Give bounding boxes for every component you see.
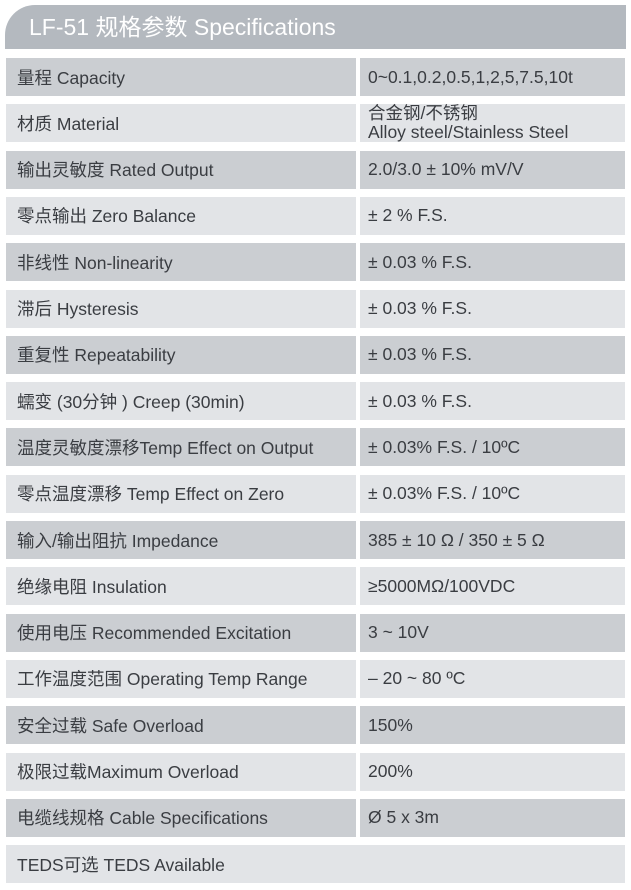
spec-value: ± 0.03 % F.S.: [360, 243, 625, 282]
spec-value-line: Alloy steel/Stainless Steel: [368, 122, 569, 143]
spec-label: 极限过载Maximum Overload: [6, 752, 356, 791]
spec-label: 蠕变 (30分钟 ) Creep (30min): [6, 382, 356, 421]
spec-label: 量程 Capacity: [6, 58, 356, 96]
spec-value-line: ± 0.03 % F.S.: [368, 298, 472, 318]
spec-value-line: ± 2 % F.S.: [368, 205, 448, 226]
spec-value-line: Ø 5 x 3m: [368, 807, 439, 828]
spec-value-line: ± 0.03% F.S. / 10ºC: [368, 483, 521, 504]
spec-value: – 20 ~ 80 ºC: [360, 659, 625, 698]
spec-label: 非线性 Non-linearity: [6, 243, 356, 282]
spec-row: 使用电压 Recommended Excitation 3 ~ 10V: [6, 613, 625, 652]
spec-label: 安全过载 Safe Overload: [6, 706, 356, 745]
spec-row: 材质 Material 合金钢/不锈钢 Alloy steel/Stainless …: [6, 103, 625, 143]
spec-value: 385 ± 10 Ω / 350 ± 5 Ω: [360, 521, 625, 559]
spec-label: 绝缘电阻 Insulation: [6, 567, 356, 606]
spec-value-line: ± 0.03 % F.S.: [368, 344, 472, 365]
spec-row: 极限过载Maximum Overload 200%: [6, 752, 625, 791]
spec-label: 滞后 Hysteresis: [6, 289, 356, 328]
spec-value: ± 0.03 % F.S.: [360, 382, 625, 421]
spec-value: ± 0.03 % F.S.: [360, 289, 625, 328]
spec-value-line: 3 ~ 10V: [368, 622, 429, 643]
spec-row: 滞后 Hysteresis ± 0.03 % F.S.: [6, 289, 625, 328]
spec-label: 输入/输出阻抗 Impedance: [6, 521, 356, 559]
spec-value-line: 150%: [368, 714, 413, 735]
teds-row: TEDS可选 TEDS Available: [6, 845, 625, 884]
spec-label: 工作温度范围 Operating Temp Range: [6, 659, 356, 698]
spec-row: 重复性 Repeatability ± 0.03 % F.S.: [6, 335, 625, 374]
spec-label: 使用电压 Recommended Excitation: [6, 613, 356, 652]
spec-row: 电缆线规格 Cable Specifications Ø 5 x 3m: [6, 798, 625, 837]
spec-value: Ø 5 x 3m: [360, 798, 625, 837]
spec-value-line: 合金钢/不锈钢: [368, 103, 478, 124]
spec-value-line: – 20 ~ 80 ºC: [368, 668, 466, 689]
spec-value: ≥5000MΩ/100VDC: [360, 567, 625, 606]
spec-row: 零点温度漂移 Temp Effect on Zero ± 0.03% F.S. /…: [6, 474, 625, 513]
spec-row: 温度灵敏度漂移Temp Effect on Output ± 0.03% F.S.…: [6, 428, 625, 467]
spec-value-line: 2.0/3.0 ± 10% mV/V: [368, 159, 524, 180]
spec-row: 输入/输出阻抗 Impedance 385 ± 10 Ω / 350 ± 5 Ω: [6, 521, 625, 559]
spec-label: 零点输出 Zero Balance: [6, 196, 356, 235]
spec-value-line: 385 ± 10 Ω / 350 ± 5 Ω: [368, 529, 545, 550]
spec-value: ± 0.03 % F.S.: [360, 335, 625, 374]
spec-label: 输出灵敏度 Rated Output: [6, 150, 356, 189]
spec-row: 量程 Capacity 0~0.1,0.2,0.5,1,2,5,7.5,10t: [6, 58, 625, 96]
spec-value-line: 0~0.1,0.2,0.5,1,2,5,7.5,10t: [368, 66, 573, 87]
spec-row: 非线性 Non-linearity ± 0.03 % F.S.: [6, 243, 625, 282]
spec-value-line: ± 0.03% F.S. / 10ºC: [368, 436, 521, 457]
spec-value-line: ≥5000MΩ/100VDC: [368, 575, 516, 596]
spec-value: ± 0.03% F.S. / 10ºC: [360, 474, 625, 513]
spec-value: 合金钢/不锈钢 Alloy steel/Stainless Steel: [360, 103, 625, 143]
spec-row: 工作温度范围 Operating Temp Range – 20 ~ 80 ºC: [6, 659, 625, 698]
spec-value: ± 0.03% F.S. / 10ºC: [360, 428, 625, 467]
spec-value-line: ± 0.03 % F.S.: [368, 390, 472, 411]
spec-label: 零点温度漂移 Temp Effect on Zero: [6, 474, 356, 513]
spec-title: LF-51 规格参数 Specifications: [5, 5, 626, 49]
spec-value: ± 2 % F.S.: [360, 196, 625, 235]
spec-label: 重复性 Repeatability: [6, 335, 356, 374]
spec-value: 3 ~ 10V: [360, 613, 625, 652]
spec-value-line: ± 0.03 % F.S.: [368, 251, 472, 272]
spec-row: 安全过载 Safe Overload 150%: [6, 706, 625, 745]
spec-row: 零点输出 Zero Balance ± 2 % F.S.: [6, 196, 625, 235]
spec-value: 200%: [360, 752, 625, 791]
spec-row: 绝缘电阻 Insulation ≥5000MΩ/100VDC: [6, 567, 625, 606]
spec-value: 0~0.1,0.2,0.5,1,2,5,7.5,10t: [360, 58, 625, 96]
spec-row: 输出灵敏度 Rated Output 2.0/3.0 ± 10% mV/V: [6, 150, 625, 189]
spec-value: 2.0/3.0 ± 10% mV/V: [360, 150, 625, 189]
spec-label: 材质 Material: [6, 104, 356, 143]
teds-label: TEDS可选 TEDS Available: [6, 845, 625, 884]
spec-row: 蠕变 (30分钟 ) Creep (30min) ± 0.03 % F.S.: [6, 382, 625, 421]
spec-label: 温度灵敏度漂移Temp Effect on Output: [6, 428, 356, 467]
spec-value: 150%: [360, 706, 625, 745]
spec-value-line: 200%: [368, 761, 413, 781]
spec-label: 电缆线规格 Cable Specifications: [6, 798, 356, 837]
